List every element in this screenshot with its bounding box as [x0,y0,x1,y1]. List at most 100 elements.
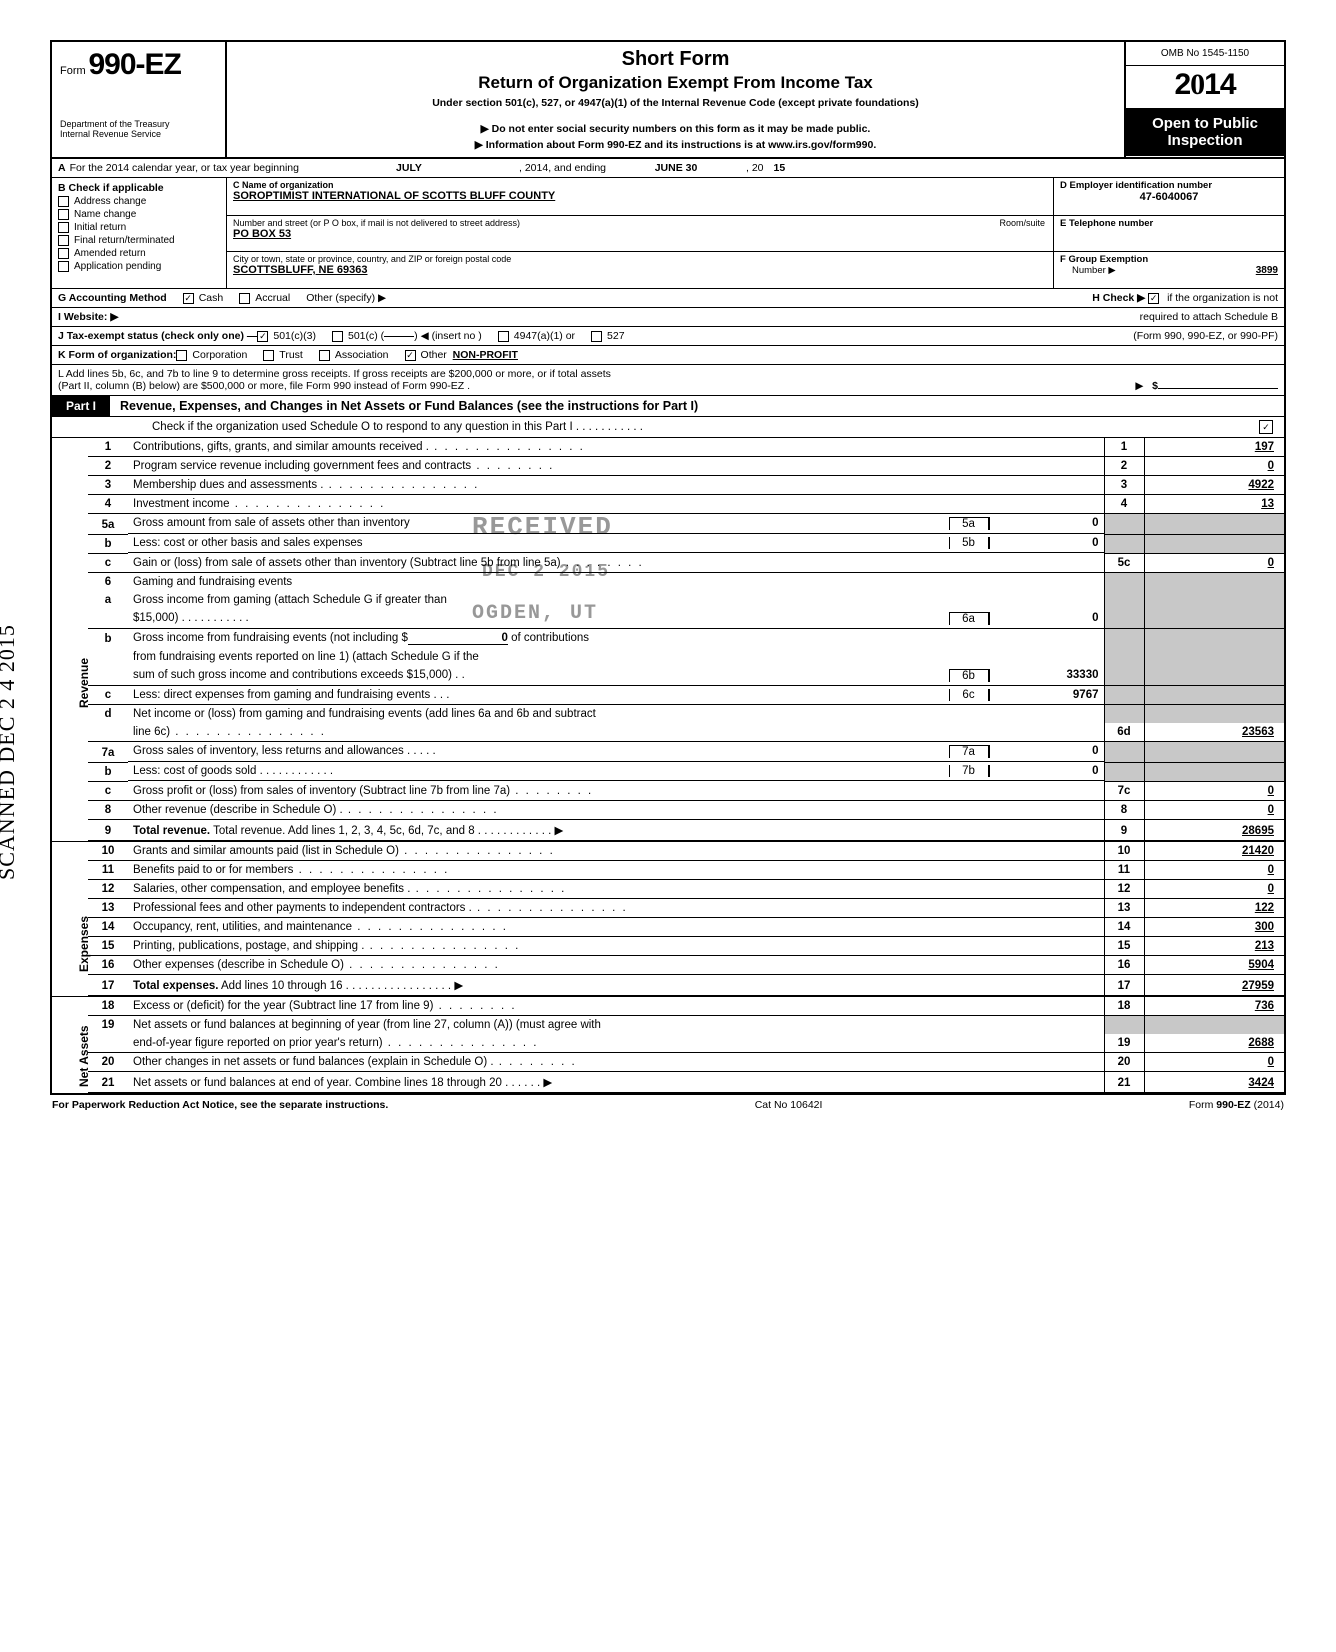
line-5b-num: b [88,534,128,553]
line-7c-desc: Gross profit or (loss) from sales of inv… [128,781,1104,800]
line-5a-sb: 5a [949,517,989,530]
line-11-num: 11 [88,860,128,879]
line-5a-sv: 0 [989,517,1099,530]
line-5a-desc: Gross amount from sale of assets other t… [133,517,949,530]
line-6c-num: c [88,686,128,705]
chk-schedule-o[interactable]: ✓ [1259,420,1273,434]
lbl-name-change: Name change [74,209,136,220]
e-tel-lbl: E Telephone number [1060,218,1278,229]
line-7a-num: 7a [88,742,128,763]
line-6a-sv: 0 [989,612,1099,625]
part-1-title: Revenue, Expenses, and Changes in Net As… [110,399,698,413]
lbl-final-return: Final return/terminated [74,235,175,246]
line-8-desc: Other revenue (describe in Schedule O) . [128,800,1104,819]
expenses-table: 10Grants and similar amounts paid (list … [88,842,1284,996]
line-6c-mv [1144,686,1284,705]
chk-accrual[interactable] [239,293,250,304]
line-21-desc: Net assets or fund balances at end of ye… [128,1071,1104,1092]
line-6a-mv [1144,591,1284,609]
line-3-box: 3 [1104,476,1144,495]
chk-trust[interactable] [263,350,274,361]
title-short: Short Form [237,48,1114,71]
line-17-val: 27959 [1144,974,1284,995]
l-arrow: ▶ [1135,380,1143,392]
line-9-desc: Total revenue. Add lines 1, 2, 3, 4, 5c,… [213,825,474,837]
lbl-amended: Amended return [74,248,146,259]
chk-name-change[interactable] [58,209,69,220]
bullet-1: ▶ Do not enter social security numbers o… [237,123,1114,135]
chk-final-return[interactable] [58,235,69,246]
street-val: PO BOX 53 [233,228,1047,240]
chk-501c3[interactable]: ✓ [257,331,268,342]
line-6b-num: b [88,629,128,648]
line-6a-mv2 [1144,609,1284,629]
net-assets-table: 18Excess or (deficit) for the year (Subt… [88,997,1284,1093]
section-net-assets: Net Assets 18Excess or (deficit) for the… [52,997,1284,1093]
line-1-box: 1 [1104,438,1144,457]
open-line-2: Inspection [1130,132,1280,149]
line-8-val: 0 [1144,800,1284,819]
bullet-2: ▶ Information about Form 990-EZ and its … [237,139,1114,151]
chk-527[interactable] [591,331,602,342]
l-line1: L Add lines 5b, 6c, and 7b to line 9 to … [58,368,1278,380]
lbl-accrual: Accrual [255,292,290,304]
row-l-gross: L Add lines 5b, 6c, and 7b to line 9 to … [52,365,1284,396]
line-14-box: 14 [1104,917,1144,936]
chk-cash[interactable]: ✓ [183,293,194,304]
row-g-h: G Accounting Method ✓Cash Accrual Other … [52,289,1284,308]
chk-app-pending[interactable] [58,261,69,272]
line-4-box: 4 [1104,495,1144,514]
chk-501c[interactable] [332,331,343,342]
form-header: Form 990-EZ Department of the Treasury I… [52,42,1284,159]
line-5b-mv [1144,534,1284,553]
d-ein-val: 47-6040067 [1060,191,1278,203]
lbl-other-method: Other (specify) ▶ [306,292,386,304]
line-13-num: 13 [88,898,128,917]
line-9-num: 9 [88,819,128,840]
line-6d2-num [88,723,128,742]
line-9-box: 9 [1104,819,1144,840]
line-6b-sv: 33330 [989,669,1099,682]
block-identity: B Check if applicable Address change Nam… [52,178,1284,289]
l-dollar: $ [1152,380,1158,392]
line-18-num: 18 [88,997,128,1016]
f-group-lbl: F Group Exemption [1060,254,1278,265]
line-1-num: 1 [88,438,128,457]
section-expenses: Expenses 10Grants and similar amounts pa… [52,842,1284,997]
line-7a-desc: Gross sales of inventory, less returns a… [133,745,949,758]
line-5b-mb [1104,534,1144,553]
line-6b2-desc: from fundraising events reported on line… [128,648,1104,666]
line-6b-sb: 6b [949,669,989,682]
line-10-val: 21420 [1144,842,1284,861]
chk-corp[interactable] [176,350,187,361]
chk-assoc[interactable] [319,350,330,361]
line-11-desc: Benefits paid to or for members [128,860,1104,879]
line-16-val: 5904 [1144,955,1284,974]
line-18-desc: Excess or (deficit) for the year (Subtra… [128,997,1104,1016]
room-lbl: Room/suite [999,218,1045,228]
line-2-desc: Program service revenue including govern… [128,457,1104,476]
chk-4947[interactable] [498,331,509,342]
chk-other-org[interactable]: ✓ [405,350,416,361]
chk-amended[interactable] [58,248,69,259]
line-6-desc: Gaming and fundraising events [128,572,1104,591]
chk-initial-return[interactable] [58,222,69,233]
i-lbl: I Website: ▶ [58,311,118,323]
section-revenue: Revenue 1Contributions, gifts, grants, a… [52,438,1284,842]
chk-address-change[interactable] [58,196,69,207]
line-5a-num: 5a [88,514,128,535]
line-10-box: 10 [1104,842,1144,861]
j-lbl: J Tax-exempt status (check only one) — [58,330,257,342]
omb-number: OMB No 1545-1150 [1126,42,1284,66]
line-14-desc: Occupancy, rent, utilities, and maintena… [128,917,1104,936]
line-6a-num: a [88,591,128,609]
line-6b-desc1b: of contributions [511,632,589,644]
d-ein-lbl: D Employer identification number [1060,180,1278,191]
line-7a-mv [1144,742,1284,763]
line-9-val: 28695 [1144,819,1284,840]
line-17-box: 17 [1104,974,1144,995]
label-net-assets: Net Assets [77,1025,91,1087]
chk-h-sched-b[interactable]: ✓ [1148,293,1159,304]
line-3-desc: Membership dues and assessments . [128,476,1104,495]
line-15-num: 15 [88,936,128,955]
